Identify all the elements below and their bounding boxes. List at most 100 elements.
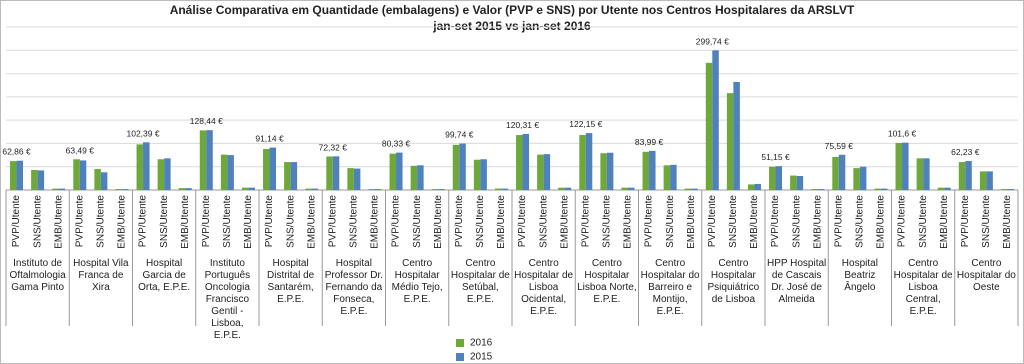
bar: [73, 159, 80, 190]
group-label: Hospital Vila Franca de Xira: [73, 258, 129, 293]
x-tick-label: EMB/Utente: [749, 195, 760, 249]
bar: [684, 188, 692, 190]
x-tick-label: PVP/Utente: [580, 195, 591, 248]
x-tick-label: EMB/Utente: [433, 195, 444, 249]
data-label: 128,44 €: [190, 116, 223, 126]
x-tick-label: SNS/Utente: [285, 195, 296, 248]
bar: [923, 158, 930, 190]
x-tick-label: PVP/Utente: [74, 195, 85, 248]
bar: [627, 187, 635, 190]
group-label: Hospital Garcia de Orta, E.P.E.: [138, 258, 191, 293]
bar: [880, 188, 888, 190]
data-label: 72,32 €: [319, 142, 348, 152]
bar: [543, 154, 551, 190]
bar: [895, 142, 903, 190]
group-label: Centro Hospitalar de Setúbal, E.P.E.: [450, 258, 510, 305]
bar: [522, 133, 530, 190]
bar: [79, 160, 87, 190]
bar: [958, 162, 966, 190]
bar: [712, 50, 719, 190]
bar: [817, 189, 825, 190]
x-tick-label: SNS/Utente: [349, 195, 360, 248]
bar: [796, 176, 804, 190]
bar: [305, 188, 312, 190]
x-tick-label: PVP/Utente: [770, 195, 781, 248]
x-tick-label: PVP/Utente: [644, 195, 655, 248]
x-tick-label: PVP/Utente: [517, 195, 528, 248]
bar: [199, 130, 207, 190]
bar: [663, 165, 671, 190]
bar: [417, 165, 424, 190]
group-label: Centro Hospitalar de Lisboa Central, E.P…: [893, 258, 953, 317]
bar: [452, 144, 460, 190]
group-label: Centro Hospitalar Lisboa Norte, E.P.E.: [577, 258, 637, 305]
x-tick-label: PVP/Utente: [707, 195, 718, 248]
x-tick-label: PVP/Utente: [391, 195, 402, 248]
data-label: 101,6 €: [888, 129, 917, 139]
bar: [94, 169, 101, 190]
bar: [754, 183, 761, 190]
group-label: Centro Hospitalar Psiquiátrico de Lisboa: [707, 258, 760, 305]
data-label: 80,33 €: [382, 139, 411, 149]
group-label: Instituto de Oftalmologia Gama Pinto: [9, 258, 66, 293]
bar: [185, 188, 192, 190]
x-tick-label: SNS/Utente: [981, 195, 992, 248]
bar: [136, 144, 144, 190]
bar: [269, 147, 277, 190]
bar: [480, 159, 487, 190]
bar: [143, 142, 150, 190]
bar: [178, 188, 186, 190]
bar: [37, 170, 45, 190]
bar: [353, 168, 361, 190]
bar: [902, 142, 909, 190]
bar: [944, 187, 951, 190]
x-tick-label: EMB/Utente: [243, 195, 254, 249]
bar: [501, 188, 508, 190]
x-tick-label: PVP/Utente: [138, 195, 149, 248]
x-tick-label: SNS/Utente: [475, 195, 486, 248]
bar: [374, 189, 382, 190]
x-tick-label: PVP/Utente: [454, 195, 465, 248]
bar: [206, 130, 213, 190]
group-label: Centro Hospitalar do Barreiro e Montijo,…: [640, 258, 700, 317]
x-tick-label: SNS/Utente: [791, 195, 802, 248]
bar: [769, 166, 776, 190]
data-label: 299,74 €: [696, 36, 729, 46]
x-tick-label: PVP/Utente: [897, 195, 908, 248]
bar: [115, 189, 122, 190]
bar: [832, 156, 839, 190]
x-tick-label: PVP/Utente: [264, 195, 275, 248]
bar: [431, 189, 439, 190]
bar: [389, 153, 397, 190]
bar: [326, 156, 333, 190]
x-tick-label: EMB/Utente: [812, 195, 823, 249]
bar: [558, 187, 565, 190]
x-tick-label: EMB/Utente: [117, 195, 128, 249]
bar: [290, 162, 298, 190]
legend-label: 2015: [470, 352, 493, 363]
bar: [853, 168, 860, 190]
bar: [157, 159, 165, 190]
x-tick-label: SNS/Utente: [159, 195, 170, 248]
bar: [537, 154, 544, 190]
data-label: 62,23 €: [951, 147, 980, 157]
bar: [1000, 189, 1008, 190]
bar: [459, 143, 466, 190]
data-label: 51,15 €: [761, 152, 790, 162]
bar: [227, 155, 234, 190]
bar: [579, 135, 586, 190]
data-label: 62,86 €: [2, 147, 31, 157]
bar: [311, 188, 319, 190]
bar: [58, 188, 66, 190]
x-tick-label: PVP/Utente: [960, 195, 971, 248]
bar: [600, 153, 607, 190]
data-label: 75,59 €: [825, 141, 854, 151]
bar: [564, 187, 572, 190]
group-label: Centro Hospitalar do Oeste: [956, 258, 1016, 293]
legend-label: 2016: [470, 338, 493, 349]
group-label: Hospital Beatriz Ângelo: [841, 258, 878, 293]
bar: [494, 188, 502, 190]
bar: [263, 149, 270, 190]
